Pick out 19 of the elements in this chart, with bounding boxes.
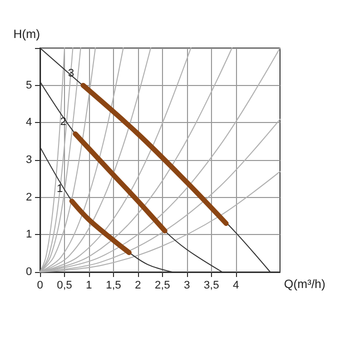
series-label: 1 bbox=[56, 183, 63, 196]
y-tick-label: 3 bbox=[26, 154, 32, 166]
x-tick-label: 0,5 bbox=[56, 280, 72, 292]
x-tick-label: 0 bbox=[36, 280, 44, 292]
y-tick-label: 4 bbox=[26, 116, 32, 129]
x-tick-label: 3,5 bbox=[204, 280, 220, 292]
x-tick-label: 2,5 bbox=[154, 280, 170, 292]
y-tick-label: 1 bbox=[26, 228, 32, 241]
y-tick-label: 2 bbox=[26, 191, 32, 204]
x-tick-label: 1,5 bbox=[106, 280, 122, 292]
y-tick-label: 5 bbox=[26, 79, 32, 92]
x-axis-title: Q(m³/h) bbox=[284, 277, 326, 291]
y-axis-title: H(m) bbox=[13, 27, 40, 41]
x-tick-label: 1 bbox=[86, 280, 92, 292]
x-tick-label: 2 bbox=[134, 280, 142, 292]
x-tick-label: 4 bbox=[232, 280, 239, 292]
x-tick-label: 3 bbox=[184, 280, 190, 292]
series-label: 2 bbox=[60, 116, 66, 128]
y-tick-label: 0 bbox=[26, 266, 32, 278]
